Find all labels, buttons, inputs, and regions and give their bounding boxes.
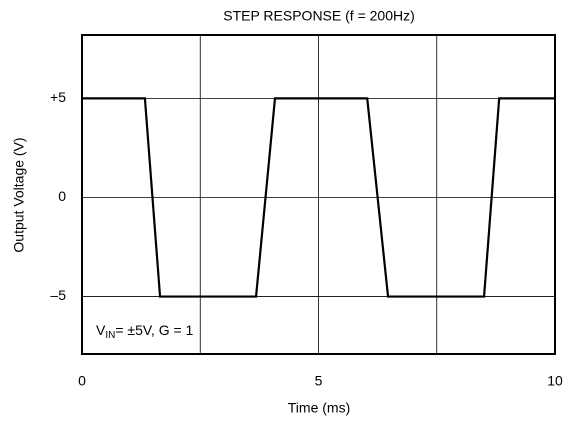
x-tick-label: 5 [315, 373, 323, 389]
annotation: VIN= ±5V, G = 1 [96, 322, 194, 341]
y-axis-label: Output Voltage (V) [11, 137, 27, 252]
y-tick-label: –5 [50, 287, 66, 303]
annotation-sub: IN [105, 330, 115, 341]
plot-frame [81, 34, 556, 355]
annotation-rest: = ±5V, G = 1 [115, 322, 193, 338]
y-tick-label: +5 [50, 89, 66, 105]
annotation-text: V [96, 322, 106, 338]
x-tick-label: 0 [78, 373, 86, 389]
x-tick-label: 10 [547, 373, 563, 389]
x-axis-label: Time (ms) [288, 400, 350, 416]
line [82, 97, 555, 298]
y-tick-label: 0 [58, 188, 66, 204]
chart-title: STEP RESPONSE (f = 200Hz) [223, 8, 415, 24]
